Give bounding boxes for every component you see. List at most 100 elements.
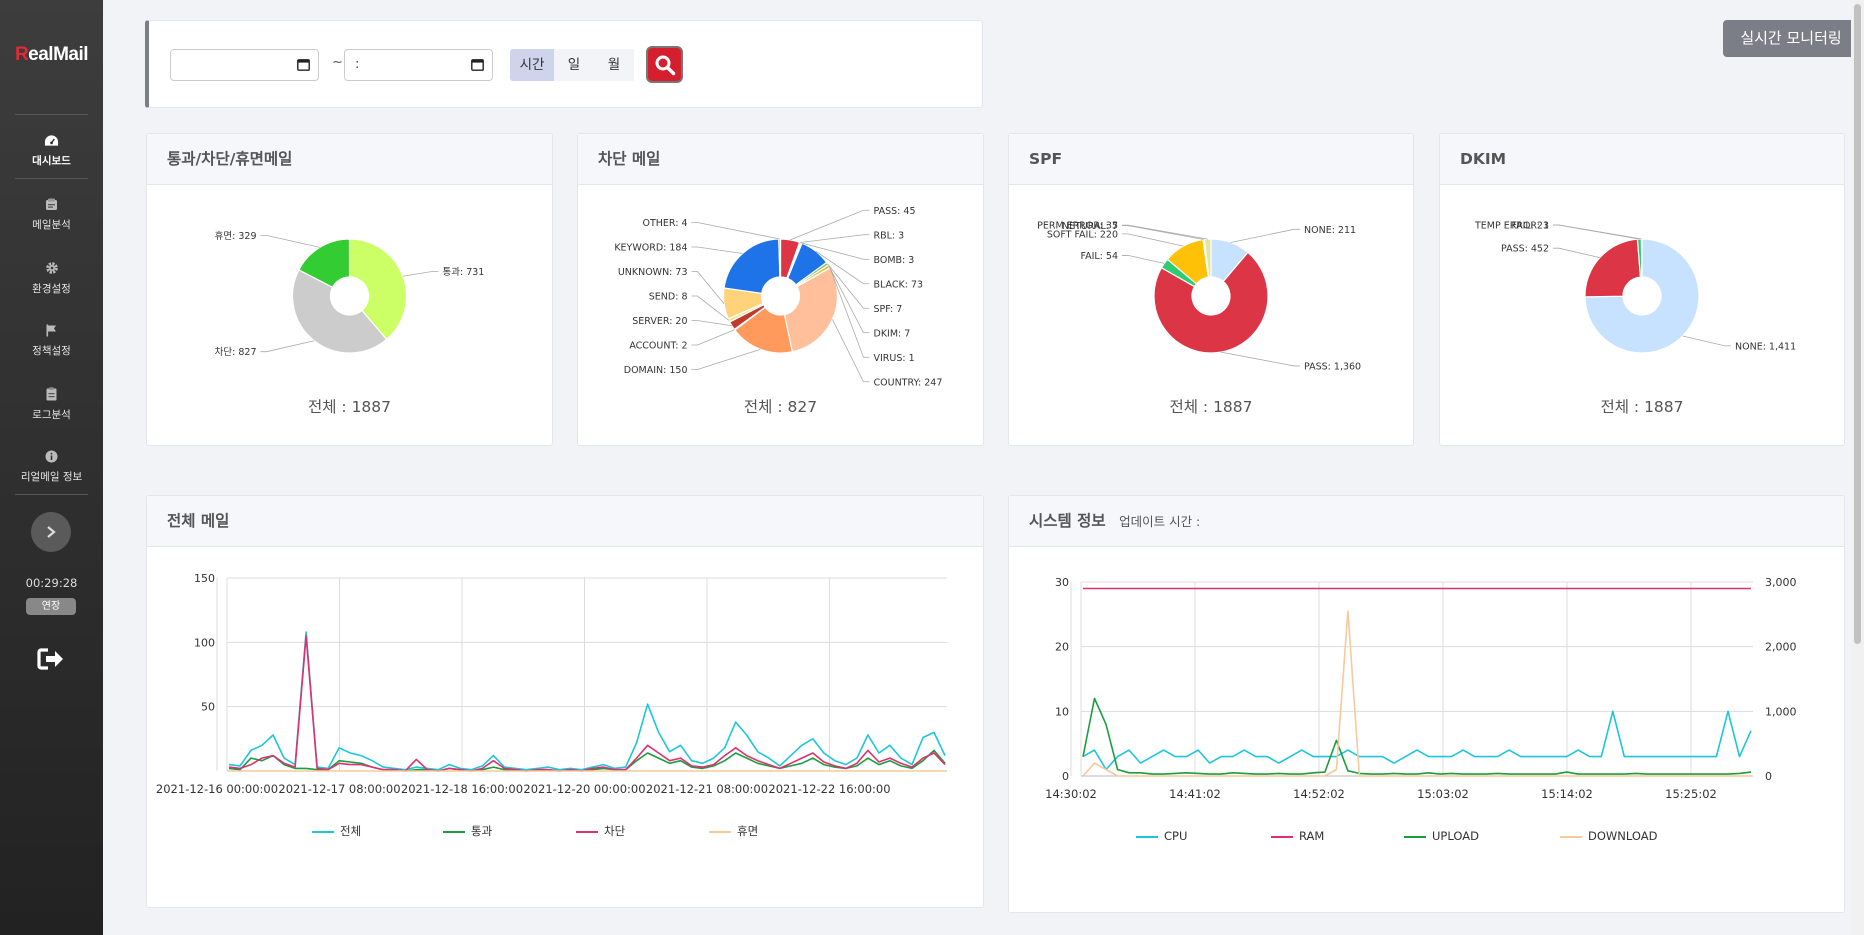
calendar-icon[interactable] <box>297 58 310 71</box>
date-filter-bar: ~ : 시간 일 월 <box>145 20 983 108</box>
label-leader-line <box>1122 224 1208 240</box>
y-right-tick-label: 1,000 <box>1765 705 1797 718</box>
start-date-input[interactable] <box>170 49 319 81</box>
period-month-button[interactable]: 월 <box>594 49 634 81</box>
pie-data-label: DOMAIN: 150 <box>624 365 688 376</box>
total-count: 전체 : 827 <box>743 398 818 416</box>
dkim-card: DKIM NONE: 1,411 PASS: 452 FAIL: 21 TEMP ER… <box>1439 133 1845 446</box>
pie-slice[interactable] <box>1584 238 1642 298</box>
y-tick-label: 20 <box>1055 641 1069 654</box>
realtime-monitoring-button[interactable]: 실시간 모니터링 <box>1723 20 1859 57</box>
pie-data-label: UNKNOWN: 73 <box>618 267 688 278</box>
label-leader-line <box>832 319 870 383</box>
legend-item[interactable]: DOWNLOAD <box>1560 829 1657 843</box>
pie-slice[interactable] <box>1153 251 1269 354</box>
label-leader-line <box>828 266 870 334</box>
blocked-mail-pie-chart: PASS: 45 RBL: 3 BOMB: 3 BLACK: 73 SPF: 7 DKIM… <box>614 206 942 389</box>
pie-data-label: PERM ERROR: 35 <box>1037 221 1118 232</box>
logout-button[interactable] <box>37 648 65 674</box>
sidebar-item-settings[interactable]: 환경설정 <box>0 261 103 296</box>
sidebar-item-log-analysis[interactable]: 로그분석 <box>0 387 103 422</box>
pie-slice[interactable] <box>733 306 794 354</box>
pie-slice[interactable] <box>291 269 388 354</box>
pie-data-label: NONE: 1,411 <box>1735 341 1796 352</box>
pie-slice[interactable] <box>1640 238 1643 278</box>
legend-item[interactable]: RAM <box>1271 829 1324 843</box>
logo[interactable]: RealMail <box>14 44 89 65</box>
pie-data-label: SERVER: 20 <box>632 316 687 327</box>
spf-card: SPF NONE: 211 PASS: 1,360 FAIL: 54 SOFT FAI… <box>1008 133 1414 446</box>
pie-data-label: SEND: 8 <box>649 292 688 303</box>
x-tick-label: 2021-12-22 16:00:00 <box>768 782 890 796</box>
series-line[interactable] <box>1082 610 1751 777</box>
label-leader-line <box>1553 224 1642 240</box>
all-mail-line-chart: 50 100 150 2021-12-16 00:00:00 2021-12-17 08… <box>156 572 947 796</box>
y-tick-label: 150 <box>194 572 215 585</box>
label-leader-line <box>790 209 870 241</box>
search-button[interactable] <box>646 46 683 83</box>
legend-item[interactable]: 휴면 <box>709 823 758 839</box>
pie-slice[interactable] <box>723 238 781 294</box>
label-leader-line <box>1230 228 1300 243</box>
label-leader-line <box>691 246 743 254</box>
y-tick-label: 100 <box>194 636 215 649</box>
dashboard-icon <box>44 135 59 146</box>
pie-data-label: PASS: 45 <box>874 206 916 217</box>
pie-data-label: FAIL: 21 <box>1512 221 1550 232</box>
x-tick-label: 2021-12-17 08:00:00 <box>278 782 400 796</box>
divider <box>15 114 88 115</box>
legend-item[interactable]: 차단 <box>576 823 625 839</box>
total-count: 전체 : 1887 <box>1169 398 1253 416</box>
pie-slice[interactable] <box>298 238 351 289</box>
legend-item[interactable]: CPU <box>1136 829 1187 843</box>
label-leader-line <box>691 348 761 370</box>
pie-data-label: OTHER: 4 <box>643 218 688 229</box>
sidebar-toggle-button[interactable] <box>31 512 71 552</box>
pie-slice[interactable] <box>1584 238 1700 354</box>
sidebar-item-label: 대시보드 <box>32 155 71 167</box>
x-tick-label: 2021-12-18 16:00:00 <box>401 782 523 796</box>
end-date-input[interactable]: : <box>344 49 493 81</box>
sidebar-item-label: 환경설정 <box>32 283 71 295</box>
pie-slice[interactable] <box>348 238 408 341</box>
sidebar: RealMail 대시보드 메일분석 환경설정 정책설정 로그분석 리얼메일 정… <box>0 0 103 935</box>
sidebar-item-label: 리얼메일 정보 <box>20 471 83 483</box>
pie-data-label: BOMB: 3 <box>874 255 915 266</box>
x-tick-label: 15:03:02 <box>1417 787 1469 801</box>
label-leader-line <box>691 271 725 304</box>
y-tick-label: 50 <box>201 701 215 714</box>
legend-item[interactable]: 전체 <box>312 823 361 839</box>
sidebar-item-realmail-info[interactable]: 리얼메일 정보 <box>0 450 103 484</box>
scrollbar-thumb[interactable] <box>1854 4 1861 644</box>
divider <box>15 178 88 179</box>
spf-pie-chart: NONE: 211 PASS: 1,360 FAIL: 54 SOFT FAIL: 2… <box>1037 221 1361 373</box>
x-tick-label: 14:30:02 <box>1045 787 1097 801</box>
x-tick-label: 15:14:02 <box>1541 787 1593 801</box>
series-line[interactable] <box>228 631 946 771</box>
y-tick-label: 30 <box>1055 576 1069 589</box>
label-leader-line <box>1682 335 1731 347</box>
calendar-icon[interactable] <box>471 58 484 71</box>
label-leader-line <box>1122 233 1184 247</box>
series-line[interactable] <box>1082 710 1752 771</box>
sidebar-item-dashboard[interactable]: 대시보드 <box>0 134 103 168</box>
legend-item[interactable]: 통과 <box>443 823 492 839</box>
pie-slice[interactable] <box>783 267 839 353</box>
sidebar-item-mail-analysis[interactable]: 메일분석 <box>0 198 103 232</box>
page-scrollbar[interactable] <box>1851 0 1864 935</box>
period-hour-button[interactable]: 시간 <box>510 49 554 81</box>
sidebar-item-policy[interactable]: 정책설정 <box>0 324 103 358</box>
period-day-button[interactable]: 일 <box>554 49 594 81</box>
label-leader-line <box>260 340 315 353</box>
series-line[interactable] <box>228 635 946 772</box>
label-leader-line <box>260 234 320 248</box>
date-range-separator: ~ <box>332 55 343 70</box>
extend-session-button[interactable]: 연장 <box>26 598 76 615</box>
legend-item[interactable]: UPLOAD <box>1404 829 1479 843</box>
all-mail-card: 전체 메일 50 100 150 2021-12-16 00:00:00 2021-12… <box>146 495 984 908</box>
system-info-line-chart: 0 10 20 30 0 1,000 2,000 3,000 14:30:02 14:41:02 1… <box>1045 576 1797 801</box>
flag-icon <box>46 324 56 337</box>
series-line[interactable] <box>1082 697 1752 775</box>
y-tick-label: 0 <box>1062 770 1069 783</box>
